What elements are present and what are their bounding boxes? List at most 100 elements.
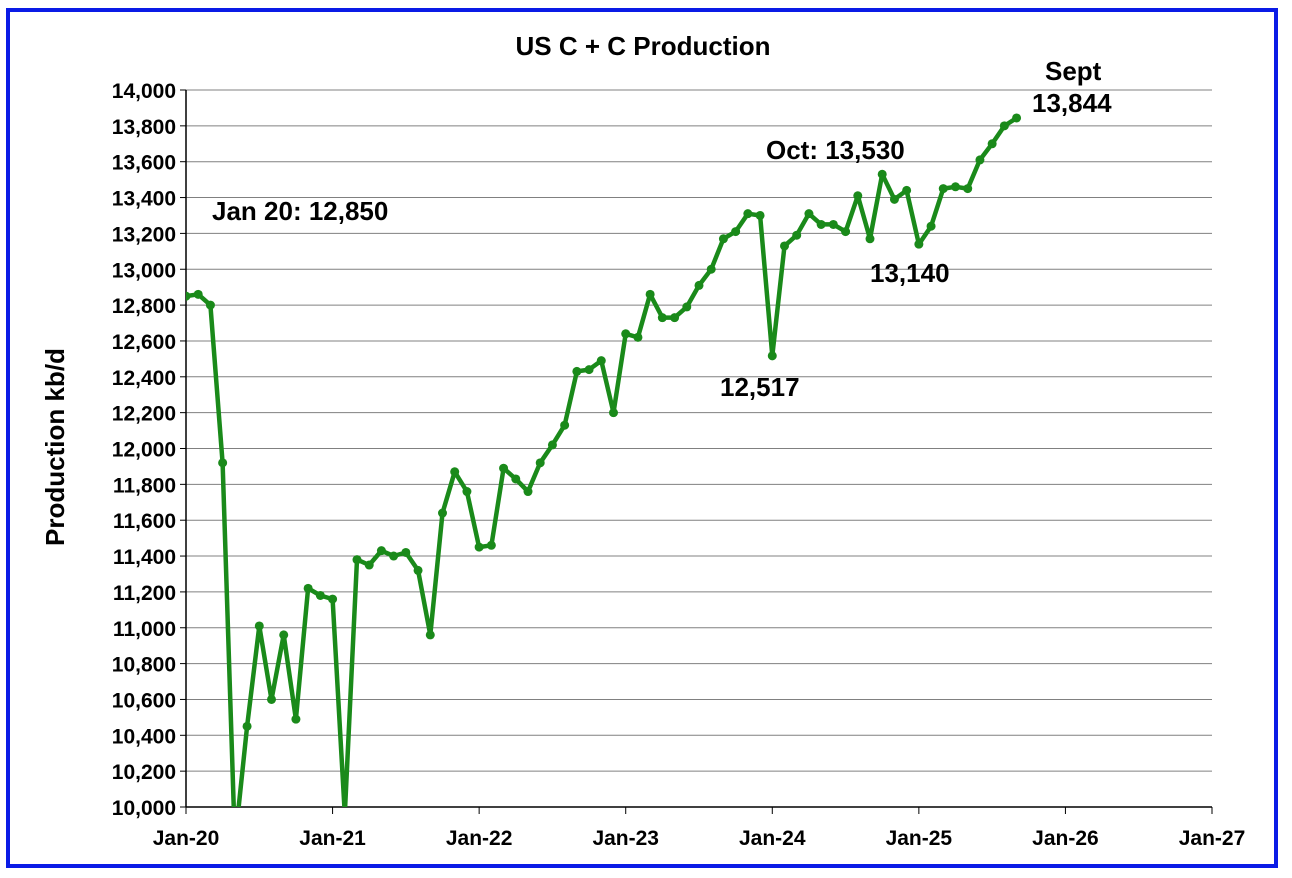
annotation-jan20: Jan 20: 12,850 [212, 196, 388, 226]
y-tick-label: 11,400 [113, 546, 176, 569]
y-tick-label: 12,600 [112, 331, 176, 354]
y-tick-label: 11,800 [113, 474, 176, 497]
data-point [303, 583, 313, 593]
data-point [186, 291, 191, 301]
y-tick-label: 13,200 [112, 223, 176, 246]
data-point [767, 351, 777, 361]
data-point [242, 721, 252, 731]
y-tick-label: 12,000 [112, 439, 176, 462]
data-point [828, 219, 838, 229]
y-tick-label: 13,400 [112, 188, 176, 211]
data-point [425, 630, 435, 640]
data-point [633, 332, 643, 342]
data-point [291, 714, 301, 724]
data-point [645, 289, 655, 299]
y-tick-label: 13,800 [112, 116, 176, 139]
data-point [267, 694, 276, 704]
y-tick-label: 11,600 [113, 510, 176, 533]
data-point [657, 313, 667, 323]
y-tick-label: 10,800 [112, 654, 176, 677]
y-tick-label: 10,200 [112, 761, 176, 784]
data-point [706, 264, 716, 274]
x-tick-label: Jan-22 [446, 827, 513, 850]
data-point [474, 542, 484, 552]
data-point [841, 227, 851, 237]
data-point [279, 630, 289, 640]
y-tick-label: 14,000 [112, 80, 176, 103]
x-tick-label: Jan-21 [299, 827, 366, 850]
annotation-sept: Sept [1045, 56, 1102, 86]
data-point [340, 810, 349, 819]
x-tick-label: Jan-26 [1032, 827, 1099, 850]
annotation-oct: Oct: 13,530 [766, 135, 905, 165]
data-point [413, 565, 423, 575]
data-point [609, 408, 618, 418]
data-point [560, 420, 570, 430]
data-point [450, 467, 460, 477]
data-point [376, 546, 386, 556]
data-point [1012, 113, 1022, 123]
data-point [535, 458, 545, 468]
x-tick-label: Jan-27 [1179, 827, 1246, 850]
data-point [694, 280, 704, 290]
series-line [186, 116, 1018, 807]
data-point [254, 621, 264, 631]
data-point [621, 329, 631, 339]
y-tick-label: 11,200 [113, 582, 176, 605]
data-point [816, 219, 826, 229]
data-point [926, 221, 936, 231]
data-point [731, 227, 741, 237]
data-point [877, 169, 887, 179]
data-point [999, 121, 1009, 131]
data-point [523, 487, 533, 497]
x-tick-label: Jan-20 [153, 827, 220, 850]
y-tick-label: 13,600 [112, 152, 176, 175]
x-tick-label: Jan-23 [592, 827, 659, 850]
data-point [914, 239, 924, 249]
data-point [328, 594, 338, 604]
data-point [975, 155, 985, 165]
data-point [951, 182, 960, 192]
data-point [218, 458, 228, 468]
data-point [889, 194, 899, 204]
data-point [743, 209, 753, 219]
data-point [511, 474, 521, 484]
y-tick-label: 10,400 [112, 725, 176, 748]
data-point [389, 551, 399, 561]
chart-frame [6, 8, 1278, 868]
data-point [572, 366, 582, 376]
data-point [865, 234, 875, 244]
data-point [780, 241, 789, 251]
data-point [547, 440, 557, 450]
data-point [352, 555, 362, 565]
x-tick-labels: Jan-20 Jan-21 Jan-22 Jan-23 Jan-24 Jan-25 Jan-… [153, 827, 1246, 850]
data-point [938, 184, 948, 194]
data-point [804, 209, 814, 219]
y-tick-label: 12,400 [112, 367, 176, 390]
annotation-jan24-low: 12,517 [720, 372, 800, 402]
y-tick-label: 13,000 [112, 259, 176, 282]
data-point [438, 508, 447, 518]
y-tick-label: 10,600 [112, 689, 176, 712]
data-point [682, 302, 692, 312]
data-point [401, 547, 411, 557]
y-tick-label: 12,200 [112, 403, 176, 426]
series-group [186, 113, 1022, 847]
data-point [205, 300, 215, 310]
data-point [987, 139, 997, 149]
y-axis-label: Production kb/d [40, 348, 70, 546]
y-tick-label: 11,000 [113, 618, 176, 641]
annotation-sept-value: 13,844 [1032, 88, 1112, 118]
data-point [230, 838, 239, 847]
data-point [718, 234, 728, 244]
data-point [963, 184, 973, 194]
annotation-jan25-low: 13,140 [870, 258, 950, 288]
data-point [755, 210, 765, 220]
x-tick-label: Jan-24 [739, 827, 806, 850]
data-point [902, 185, 912, 195]
y-tick-labels: 10,000 10,200 10,400 10,600 10,800 11,000 11,2… [112, 80, 176, 820]
axes [185, 90, 1213, 814]
data-point [193, 289, 203, 299]
data-point [792, 230, 802, 240]
